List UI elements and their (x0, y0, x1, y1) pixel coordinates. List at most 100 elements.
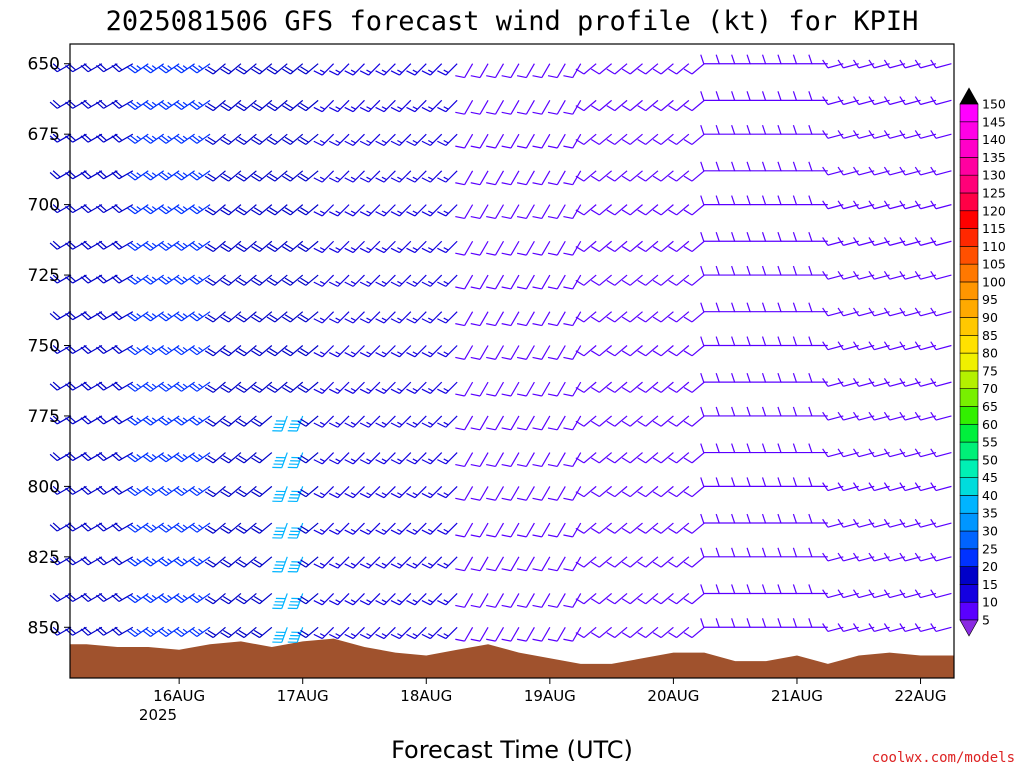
barb-feather (808, 584, 813, 594)
barb-feather (142, 455, 151, 463)
barb-shaft (414, 415, 427, 428)
colorbar-cell (959, 477, 979, 496)
barb-feather (173, 596, 182, 604)
barb-feather (397, 599, 403, 603)
barb-feather (808, 618, 813, 628)
barb-feather (266, 246, 276, 253)
barb-feather (83, 626, 92, 634)
barb-feather (668, 68, 677, 75)
wind-barb (111, 592, 134, 602)
barb-feather (590, 350, 600, 357)
barb-shaft (935, 204, 952, 210)
wind-barb (188, 63, 211, 74)
barb-feather (470, 323, 481, 327)
wind-barb (111, 485, 134, 495)
wind-barb (96, 133, 118, 143)
wind-barb (235, 133, 257, 145)
barb-feather (761, 372, 767, 383)
barb-feather (328, 318, 339, 324)
wind-barb (532, 626, 551, 642)
wind-barb (668, 170, 690, 182)
wind-barb (359, 99, 381, 113)
wind-barb (297, 381, 319, 393)
barb-feather (142, 348, 151, 356)
barb-shaft (479, 381, 489, 397)
barb-feather (777, 372, 782, 383)
wind-barb (532, 133, 551, 149)
barb-feather (899, 166, 906, 176)
barb-feather (251, 527, 260, 534)
barb-shaft (399, 485, 412, 499)
wind-barb (700, 124, 720, 135)
wind-barb (80, 274, 103, 284)
barb-feather (883, 237, 891, 246)
barb-feather (563, 145, 573, 149)
barb-feather (381, 387, 387, 392)
barb-shaft (479, 522, 489, 538)
wind-barb (668, 345, 690, 357)
barb-feather (437, 529, 447, 535)
barb-shaft (212, 274, 226, 286)
barb-feather (501, 604, 512, 608)
barb-feather (335, 458, 341, 462)
barb-feather (683, 561, 693, 568)
barb-feather (145, 487, 154, 495)
barb-feather (176, 64, 185, 72)
barb-feather (127, 278, 136, 285)
wind-barb (516, 204, 535, 220)
wind-barb (204, 240, 226, 253)
wind-barb (930, 130, 952, 139)
barb-feather (853, 59, 860, 69)
barb-shaft (196, 133, 211, 144)
barb-feather (868, 166, 875, 176)
barb-shaft (281, 452, 288, 468)
barb-feather (822, 270, 829, 280)
barb-shaft (337, 556, 350, 569)
barb-feather (253, 629, 263, 636)
wind-barb (390, 415, 412, 428)
wind-barb (266, 240, 288, 253)
barb-shaft (337, 381, 350, 394)
barb-feather (319, 562, 326, 567)
barb-shaft (935, 381, 952, 387)
barb-feather (930, 200, 937, 210)
wind-barb (297, 593, 319, 605)
barb-feather (443, 421, 449, 426)
barb-feather (590, 316, 600, 323)
barb-shaft (352, 452, 365, 465)
barb-shaft (494, 204, 505, 219)
wind-barb (470, 626, 489, 642)
barb-feather (160, 101, 170, 109)
barb-shaft (296, 486, 304, 502)
barb-shaft (494, 133, 505, 149)
barb-feather (167, 276, 173, 281)
barb-feather (207, 418, 217, 425)
wind-barb (746, 406, 767, 417)
barb-feather (621, 386, 631, 393)
wind-barb (266, 381, 288, 393)
wind-barb (421, 593, 443, 606)
barb-feather (746, 232, 751, 242)
wind-barb (486, 593, 505, 608)
barb-feather (700, 195, 705, 205)
wind-barb (563, 170, 582, 186)
wind-barb (188, 274, 211, 285)
colorbar-cell (959, 299, 979, 318)
wind-barb (470, 133, 489, 149)
barb-shaft (72, 170, 87, 180)
wind-barb (715, 336, 736, 347)
barb-feather (160, 346, 170, 354)
wind-barb (127, 99, 149, 111)
barb-feather (182, 417, 188, 422)
barb-feather (501, 497, 512, 501)
barb-feather (486, 75, 496, 79)
colorbar-cell (959, 441, 979, 461)
barb-feather (96, 172, 104, 180)
barb-shaft (305, 63, 319, 75)
wind-barb (470, 204, 489, 220)
barb-feather (52, 485, 61, 494)
barb-feather (344, 352, 354, 358)
wind-barb (287, 522, 304, 539)
barb-feather (837, 411, 844, 421)
